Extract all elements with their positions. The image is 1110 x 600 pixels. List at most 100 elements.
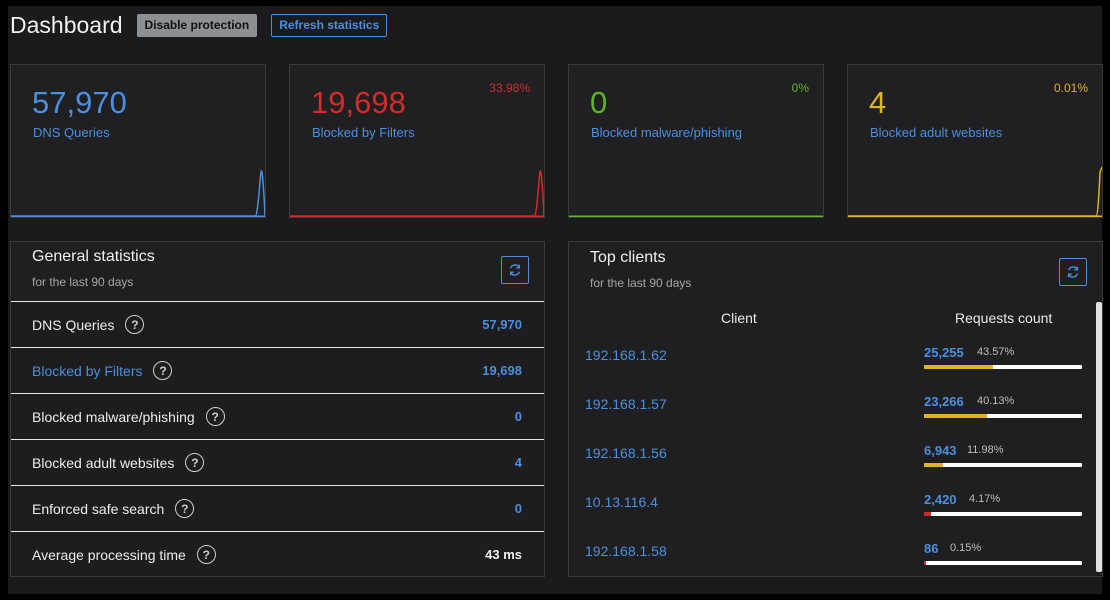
progress-fill bbox=[924, 561, 927, 565]
progress-fill bbox=[924, 512, 931, 516]
stat-value: 0 bbox=[514, 409, 522, 424]
table-row: 192.168.1.58 86 0.15% bbox=[569, 531, 1094, 576]
stat-label: Blocked by Filters ? bbox=[32, 361, 173, 380]
column-client[interactable]: Client bbox=[721, 310, 757, 326]
clients-table-header: Client Requests count bbox=[569, 301, 1102, 335]
client-ip-link[interactable]: 192.168.1.62 bbox=[585, 347, 667, 363]
request-count: 23,266 bbox=[924, 394, 964, 409]
card-percent: 0.01% bbox=[1053, 81, 1088, 95]
stat-label: Enforced safe search ? bbox=[32, 499, 195, 518]
request-percent: 11.98% bbox=[967, 444, 1004, 456]
general-statistics-panel: General statistics for the last 90 days … bbox=[10, 241, 545, 577]
stat-value: 4 bbox=[514, 455, 522, 470]
progress-fill bbox=[924, 414, 988, 418]
table-row: 192.168.1.57 23,266 40.13% bbox=[569, 384, 1094, 433]
request-percent: 4.17% bbox=[969, 493, 1001, 505]
stat-label-text: Average processing time bbox=[32, 546, 186, 563]
panel-title: General statistics bbox=[32, 248, 155, 265]
stat-value: 19,698 bbox=[482, 363, 522, 378]
card-label: Blocked malware/phishing bbox=[591, 125, 743, 140]
client-ip-link[interactable]: 10.13.116.4 bbox=[585, 494, 658, 510]
help-icon[interactable]: ? bbox=[185, 453, 205, 472]
dashboard-page: Dashboard Disable protection Refresh sta… bbox=[8, 6, 1103, 594]
sparkline-chart bbox=[11, 170, 265, 217]
clients-table-body: 192.168.1.62 25,255 43.57% 192.168.1.57 … bbox=[569, 335, 1094, 576]
help-icon[interactable]: ? bbox=[125, 315, 145, 334]
table-row: 192.168.1.62 25,255 43.57% bbox=[569, 335, 1094, 384]
stat-label: Blocked adult websites ? bbox=[32, 453, 205, 472]
card-value: 57,970 bbox=[32, 85, 127, 120]
help-icon[interactable]: ? bbox=[205, 407, 225, 426]
progress-bar bbox=[924, 463, 1082, 467]
refresh-general-button[interactable] bbox=[501, 256, 529, 284]
panel-subtitle: for the last 90 days bbox=[32, 275, 134, 289]
stat-row-blocked-filters: Blocked by Filters ? 19,698 bbox=[11, 347, 544, 393]
request-count: 25,255 bbox=[924, 345, 964, 360]
stat-label: DNS Queries ? bbox=[32, 315, 145, 334]
stat-row-blocked-malware: Blocked malware/phishing ? 0 bbox=[11, 393, 544, 439]
request-count: 2,420 bbox=[924, 492, 957, 507]
progress-bar bbox=[924, 365, 1082, 369]
card-value: 19,698 bbox=[311, 85, 406, 120]
stat-value: 43 ms bbox=[485, 547, 522, 562]
stat-row-dns-queries: DNS Queries ? 57,970 bbox=[11, 301, 544, 347]
header: Dashboard Disable protection Refresh sta… bbox=[10, 10, 388, 40]
help-icon[interactable]: ? bbox=[196, 545, 216, 564]
table-row: 10.13.116.4 2,420 4.17% bbox=[569, 482, 1094, 531]
card-label: Blocked adult websites bbox=[870, 125, 1003, 140]
progress-fill bbox=[924, 463, 943, 467]
sparkline-chart bbox=[848, 166, 1102, 217]
card-value: 0 bbox=[590, 85, 608, 120]
panel-subtitle: for the last 90 days bbox=[590, 276, 692, 290]
table-row: 192.168.1.56 6,943 11.98% bbox=[569, 433, 1094, 482]
card-percent: 33.98% bbox=[489, 81, 530, 95]
panel-title: Top clients bbox=[590, 249, 666, 266]
column-requests-count[interactable]: Requests count bbox=[955, 310, 1053, 326]
stat-label-text: Blocked adult websites bbox=[32, 454, 175, 471]
progress-bar bbox=[924, 414, 1082, 418]
stat-label-text: Enforced safe search bbox=[32, 500, 165, 517]
request-percent: 43.57% bbox=[977, 346, 1015, 358]
sparkline-chart bbox=[290, 170, 544, 217]
stat-value: 57,970 bbox=[482, 317, 522, 332]
request-percent: 40.13% bbox=[977, 395, 1015, 407]
refresh-statistics-button[interactable]: Refresh statistics bbox=[271, 13, 388, 37]
card-blocked-filters: 19,698 Blocked by Filters 33.98% bbox=[289, 64, 545, 218]
stat-value: 0 bbox=[514, 501, 522, 516]
progress-bar bbox=[924, 512, 1082, 516]
refresh-icon bbox=[509, 264, 521, 276]
card-label: Blocked by Filters bbox=[312, 125, 415, 140]
stat-label: Blocked malware/phishing ? bbox=[32, 407, 225, 426]
stat-label: Average processing time ? bbox=[32, 545, 216, 564]
request-percent: 0.15% bbox=[950, 542, 982, 554]
help-icon[interactable]: ? bbox=[153, 361, 173, 380]
progress-bar bbox=[924, 561, 1082, 565]
stat-row-avg-time: Average processing time ? 43 ms bbox=[11, 531, 544, 576]
refresh-icon bbox=[1067, 266, 1079, 278]
scrollbar[interactable] bbox=[1096, 302, 1102, 572]
request-count: 6,943 bbox=[924, 443, 957, 458]
stat-row-safe-search: Enforced safe search ? 0 bbox=[11, 485, 544, 531]
card-dns-queries: 57,970 DNS Queries bbox=[10, 64, 266, 218]
stat-row-blocked-adult: Blocked adult websites ? 4 bbox=[11, 439, 544, 485]
stat-label-text: Blocked malware/phishing bbox=[32, 408, 195, 425]
client-ip-link[interactable]: 192.168.1.56 bbox=[585, 445, 667, 461]
progress-fill bbox=[924, 365, 993, 369]
top-clients-panel: Top clients for the last 90 days Client … bbox=[568, 241, 1103, 577]
page-title: Dashboard bbox=[10, 11, 123, 38]
sparkline-chart bbox=[569, 215, 823, 217]
refresh-clients-button[interactable] bbox=[1059, 258, 1087, 286]
blocked-filters-link[interactable]: Blocked by Filters bbox=[32, 362, 143, 379]
card-percent: 0% bbox=[791, 81, 809, 95]
client-ip-link[interactable]: 192.168.1.58 bbox=[585, 543, 667, 559]
card-value: 4 bbox=[869, 85, 887, 120]
stat-label-text: DNS Queries bbox=[32, 316, 115, 333]
help-icon[interactable]: ? bbox=[175, 499, 195, 518]
card-blocked-adult: 4 Blocked adult websites 0.01% bbox=[847, 64, 1103, 218]
request-count: 86 bbox=[924, 541, 939, 556]
general-stats-list: DNS Queries ? 57,970 Blocked by Filters … bbox=[11, 301, 544, 576]
client-ip-link[interactable]: 192.168.1.57 bbox=[585, 396, 667, 412]
card-label: DNS Queries bbox=[33, 125, 110, 140]
disable-protection-button[interactable]: Disable protection bbox=[136, 13, 258, 37]
card-blocked-malware: 0 Blocked malware/phishing 0% bbox=[568, 64, 824, 218]
